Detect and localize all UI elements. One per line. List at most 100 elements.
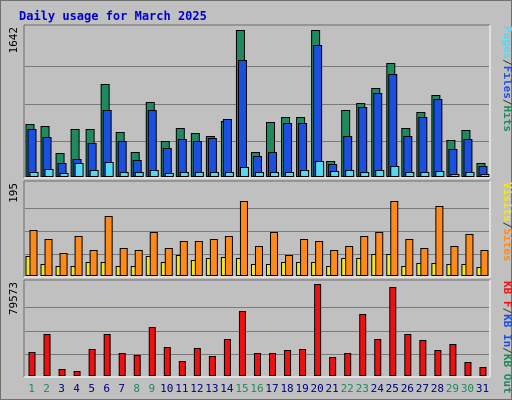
pages-bar-day-18 (285, 172, 295, 177)
kbf-bar-day-23 (359, 314, 367, 376)
x-tick-day-4: 4 (73, 382, 80, 395)
kb-legend-part-3: KB In (501, 314, 512, 347)
sites-bar-day-18 (285, 255, 294, 276)
kbf-bar-day-19 (299, 349, 307, 376)
sites-bar-day-27 (420, 248, 429, 276)
sites-bar-day-13 (209, 239, 218, 276)
x-tick-day-29: 29 (446, 382, 459, 395)
kbf-bar-day-6 (103, 334, 111, 376)
x-tick-day-5: 5 (88, 382, 95, 395)
kbf-bar-day-27 (419, 340, 427, 376)
kb-legend-part-5: KB Out (501, 354, 512, 394)
kb-legend-part-2: / (501, 308, 512, 315)
kbf-bar-day-7 (118, 353, 126, 376)
kbf-bar-day-9 (148, 327, 156, 376)
pages-bar-day-14 (224, 172, 234, 177)
sites-bar-day-9 (149, 232, 158, 276)
pages-bar-day-13 (209, 172, 219, 177)
kbf-bar-day-22 (344, 353, 352, 376)
pages-bar-day-29 (450, 174, 460, 177)
x-tick-day-23: 23 (356, 382, 369, 395)
x-tick-day-24: 24 (371, 382, 385, 395)
kbf-bar-day-28 (434, 350, 442, 376)
files-bar-day-25 (388, 74, 398, 177)
kbf-bar-day-12 (193, 348, 201, 376)
files-bar-day-26 (403, 136, 413, 177)
pages-bar-day-20 (315, 161, 325, 177)
kbf-bar-day-29 (449, 344, 457, 376)
x-tick-day-21: 21 (326, 382, 339, 395)
visits-legend-part-2: / (501, 222, 512, 229)
x-tick-day-12: 12 (190, 382, 203, 395)
chart-title: Daily usage for March 2025 (19, 9, 207, 23)
sites-bar-day-25 (390, 201, 399, 276)
pages-bar-day-9 (149, 170, 159, 177)
pages-bar-day-10 (164, 173, 174, 177)
pages-bar-day-8 (134, 172, 144, 177)
x-tick-day-16: 16 (250, 382, 263, 395)
pages-bar-day-7 (119, 172, 129, 177)
hits-legend-part-4: / (501, 99, 512, 106)
sites-bar-day-2 (44, 239, 53, 276)
sites-bar-day-7 (119, 248, 128, 276)
x-tick-day-27: 27 (416, 382, 429, 395)
sites-bar-day-22 (345, 246, 354, 276)
pages-bar-day-12 (194, 172, 204, 177)
kb-legend: KB F/KB In/KB Out (501, 281, 512, 394)
visits-ymax-label: 195 (7, 183, 20, 203)
kbf-bar-day-20 (314, 284, 322, 376)
x-tick-day-26: 26 (401, 382, 414, 395)
visits-legend: Visits/Sites (501, 182, 512, 262)
kbf-bar-day-17 (269, 353, 277, 376)
sites-bar-day-6 (104, 216, 113, 276)
pages-bar-day-16 (254, 172, 264, 177)
kbf-bar-day-18 (284, 350, 292, 376)
files-bar-day-18 (283, 123, 293, 177)
x-tick-day-25: 25 (386, 382, 399, 395)
pages-bar-day-24 (375, 170, 385, 177)
sites-bar-day-23 (360, 236, 369, 276)
sites-bar-day-10 (164, 248, 173, 276)
files-bar-day-30 (463, 139, 473, 177)
files-bar-day-1 (27, 129, 37, 177)
pages-bar-day-23 (360, 172, 370, 177)
pages-bar-day-17 (270, 172, 280, 177)
sites-bar-day-8 (134, 250, 143, 276)
sites-bar-day-29 (450, 246, 459, 276)
sites-bar-day-15 (239, 201, 248, 276)
pages-bar-day-27 (420, 172, 430, 177)
sites-bar-day-24 (375, 232, 384, 276)
x-tick-day-19: 19 (295, 382, 308, 395)
kbf-bar-day-25 (389, 287, 397, 376)
x-tick-day-18: 18 (280, 382, 293, 395)
hits-legend-part-3: Files (501, 66, 512, 99)
files-bar-day-12 (192, 141, 202, 177)
x-tick-day-17: 17 (265, 382, 278, 395)
kbf-bar-day-2 (43, 334, 51, 376)
pages-bar-day-19 (300, 170, 310, 177)
x-tick-day-1: 1 (28, 382, 35, 395)
x-tick-day-13: 13 (205, 382, 218, 395)
hits-legend: Pages/Files/Hits (501, 26, 512, 132)
hits-ymax-label: 1642 (7, 27, 20, 54)
files-bar-day-7 (117, 141, 127, 177)
files-bar-day-29 (448, 149, 458, 177)
kbf-bar-day-14 (223, 339, 231, 376)
x-tick-day-20: 20 (311, 382, 324, 395)
x-tick-day-31: 31 (476, 382, 489, 395)
sites-bar-day-28 (435, 206, 444, 276)
files-bar-day-9 (147, 110, 157, 177)
x-tick-day-11: 11 (175, 382, 188, 395)
sites-bar-day-11 (179, 241, 188, 276)
sites-bar-day-20 (315, 241, 324, 276)
pages-bar-day-22 (345, 170, 355, 177)
pages-bar-day-3 (59, 173, 69, 177)
kb-legend-part-1: KB F (501, 281, 512, 308)
kbf-bar-day-3 (58, 369, 66, 376)
files-bar-day-24 (373, 93, 383, 177)
pages-bar-day-30 (465, 172, 475, 177)
hits-legend-part-5: Hits (501, 106, 512, 133)
sites-bar-day-17 (270, 232, 279, 276)
pages-bar-day-4 (74, 163, 84, 177)
